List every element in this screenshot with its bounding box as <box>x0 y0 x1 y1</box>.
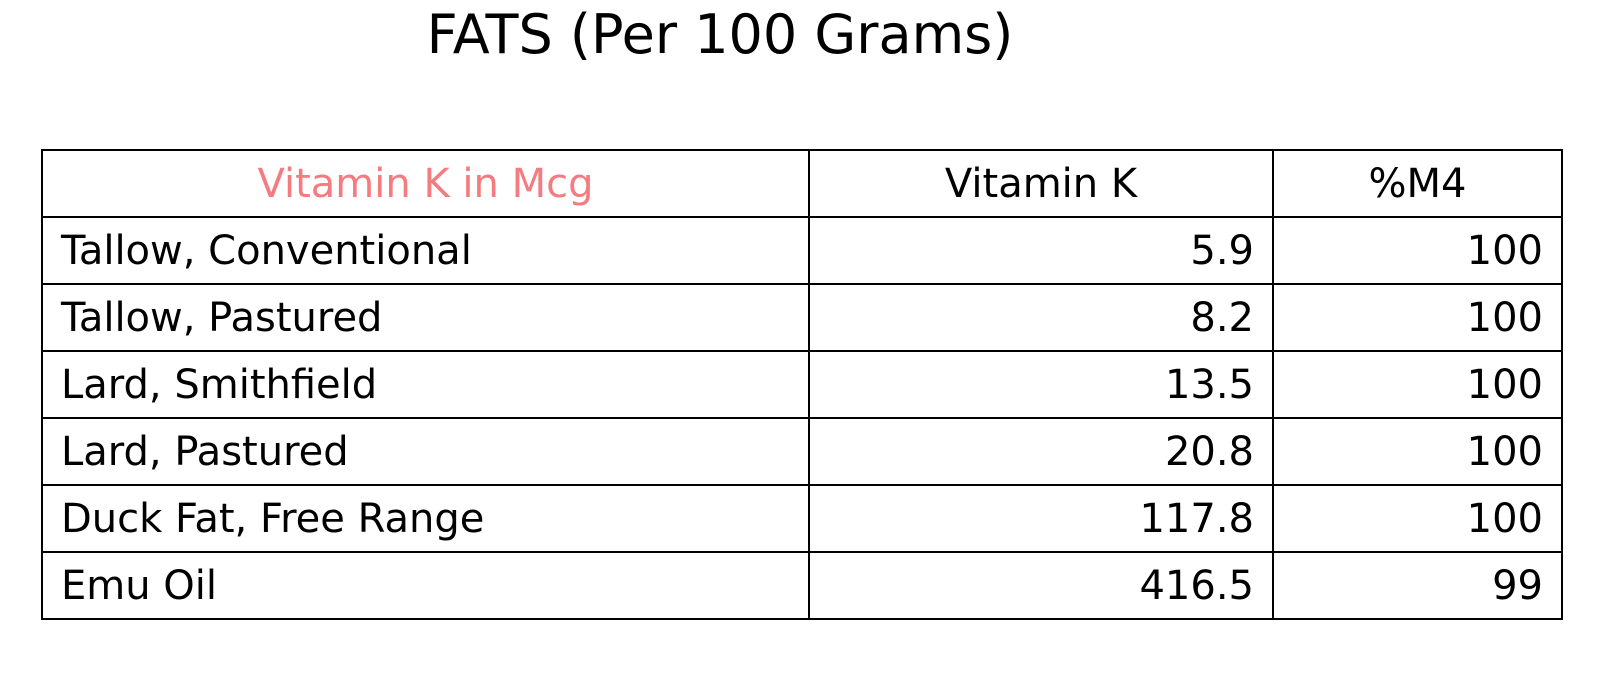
row-label: Tallow, Conventional <box>41 216 810 285</box>
table-row: Lard, Pastured 20.8 100 <box>41 417 1563 486</box>
vitamin-k-value: 13.5 <box>808 350 1274 419</box>
table-row: Lard, Smithfield 13.5 100 <box>41 350 1563 419</box>
vitamin-k-value: 20.8 <box>808 417 1274 486</box>
row-label: Lard, Smithfield <box>41 350 810 419</box>
table-row: Duck Fat, Free Range 117.8 100 <box>41 484 1563 553</box>
vitamin-k-value: 5.9 <box>808 216 1274 285</box>
row-label: Duck Fat, Free Range <box>41 484 810 553</box>
m4-value: 100 <box>1272 216 1563 285</box>
row-label: Emu Oil <box>41 551 810 620</box>
table-header-row: Vitamin K in Mcg Vitamin K %M4 <box>41 149 1563 218</box>
m4-value: 99 <box>1272 551 1563 620</box>
column-header-vitamin-k: Vitamin K <box>808 149 1274 218</box>
m4-value: 100 <box>1272 417 1563 486</box>
vitamin-k-value: 8.2 <box>808 283 1274 352</box>
column-header-m4: %M4 <box>1272 149 1563 218</box>
row-label: Lard, Pastured <box>41 417 810 486</box>
chart-title: FATS (Per 100 Grams) <box>426 3 1014 66</box>
vitamin-k-value: 416.5 <box>808 551 1274 620</box>
m4-value: 100 <box>1272 484 1563 553</box>
m4-value: 100 <box>1272 350 1563 419</box>
vitamin-k-table: Vitamin K in Mcg Vitamin K %M4 Tallow, C… <box>41 149 1563 620</box>
table-row: Tallow, Conventional 5.9 100 <box>41 216 1563 285</box>
vitamin-k-value: 117.8 <box>808 484 1274 553</box>
table-row: Emu Oil 416.5 99 <box>41 551 1563 620</box>
column-header-label: Vitamin K in Mcg <box>41 149 810 218</box>
m4-value: 100 <box>1272 283 1563 352</box>
table-row: Tallow, Pastured 8.2 100 <box>41 283 1563 352</box>
row-label: Tallow, Pastured <box>41 283 810 352</box>
